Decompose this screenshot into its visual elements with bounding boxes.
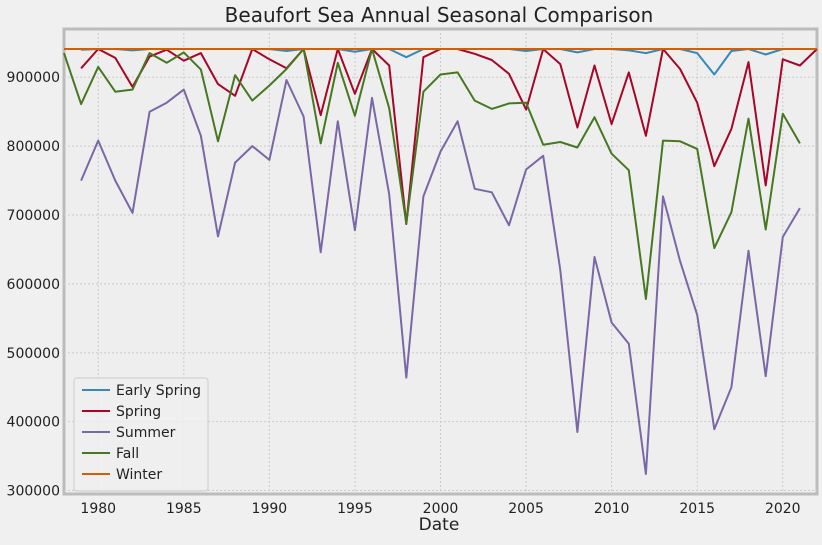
legend-box — [73, 377, 209, 492]
x-tick-label: 1985 — [166, 501, 202, 517]
y-tick-label: 600000 — [7, 277, 60, 293]
x-tick-label: 2000 — [423, 501, 459, 517]
x-tick-label: 2020 — [765, 501, 801, 517]
series-line — [80, 79, 801, 475]
legend-label: Spring — [116, 404, 161, 420]
x-tick-label: 2010 — [594, 501, 630, 517]
x-tick-label: 1995 — [337, 501, 373, 517]
series-line — [63, 48, 801, 300]
y-tick-label: 800000 — [7, 139, 60, 155]
y-tick-label: 500000 — [7, 346, 60, 362]
x-tick-label: 2015 — [679, 501, 715, 517]
legend-label: Fall — [116, 446, 139, 462]
x-tick-label: 2005 — [508, 501, 544, 517]
x-tick-label: 1980 — [80, 501, 116, 517]
chart-title: Beaufort Sea Annual Seasonal Comparison — [225, 3, 654, 27]
y-tick-label: 400000 — [7, 415, 60, 431]
legend-label: Early Spring — [116, 383, 201, 399]
x-tick-label: 1990 — [252, 501, 288, 517]
legend-label: Winter — [116, 467, 162, 483]
legend-label: Summer — [116, 425, 176, 441]
y-tick-label: 300000 — [7, 484, 60, 500]
x-axis-label: Date — [419, 515, 460, 535]
y-tick-label: 700000 — [7, 208, 60, 224]
y-tick-label: 900000 — [7, 70, 60, 86]
